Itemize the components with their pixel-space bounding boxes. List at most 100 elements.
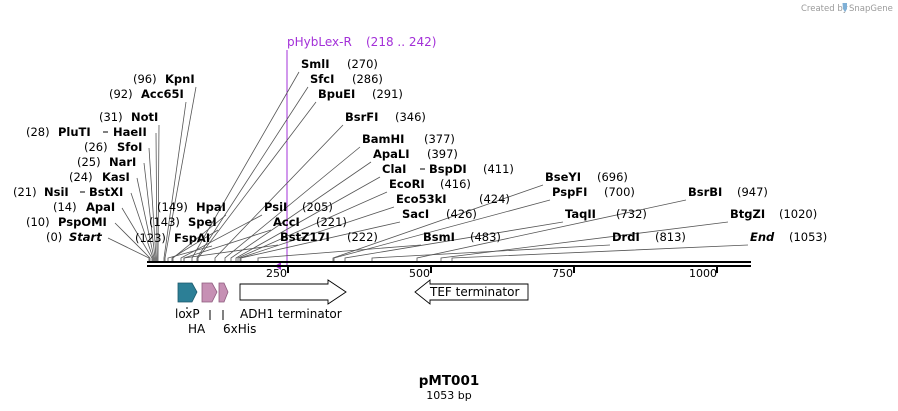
site-name-alt: HaeII bbox=[113, 125, 147, 139]
site-bsmi[interactable]: (483) BsmI bbox=[423, 230, 501, 244]
site-position: (1053) bbox=[789, 230, 827, 244]
primer-range: (218 .. 242) bbox=[366, 35, 436, 49]
site-leader-line bbox=[183, 244, 279, 262]
site-position: (92) bbox=[109, 87, 133, 101]
site-name: Acc65I bbox=[141, 87, 184, 101]
site-position: (346) bbox=[395, 110, 426, 124]
site-drdi[interactable]: (813) DrdI bbox=[612, 230, 686, 244]
site-fspai[interactable]: (123) FspAI bbox=[135, 231, 210, 245]
site-leader-line bbox=[333, 199, 551, 262]
primer-name: pHybLex-R bbox=[287, 35, 352, 49]
site-position: (377) bbox=[424, 132, 455, 146]
site-position: (483) bbox=[470, 230, 501, 244]
site-sfci[interactable]: (286) SfcI bbox=[310, 72, 383, 86]
site-position: (411) bbox=[483, 162, 514, 176]
site-leader-line bbox=[164, 86, 197, 262]
site-name: PspOMI bbox=[58, 215, 107, 229]
site-position: (424) bbox=[479, 192, 510, 206]
site-position: (14) bbox=[53, 200, 77, 214]
credit-prefix: Created by bbox=[801, 4, 848, 14]
site-position: (149) bbox=[157, 200, 188, 214]
site-spei[interactable]: (143) SpeI bbox=[149, 215, 217, 229]
site-bsrfi[interactable]: (346) BsrFI bbox=[345, 110, 426, 124]
site-saci[interactable]: (426) SacI bbox=[402, 207, 477, 221]
site-leader-line bbox=[239, 206, 395, 262]
site-psii[interactable]: (205) PsiI bbox=[264, 200, 333, 214]
site-leader-line bbox=[224, 146, 361, 262]
site-leader-line bbox=[143, 162, 156, 262]
site-apali[interactable]: (397) ApaLI bbox=[373, 147, 458, 161]
site-name: PspFI bbox=[552, 185, 587, 199]
site-btgzi[interactable]: (1020) BtgZI bbox=[730, 207, 817, 221]
site-leader-line bbox=[136, 177, 155, 262]
credit-brand: SnapGene bbox=[849, 4, 893, 14]
site-pspfi[interactable]: (700) PspFI bbox=[552, 185, 635, 199]
site-taqii[interactable]: (732) TaqII bbox=[565, 207, 647, 221]
site-leader-line bbox=[157, 124, 160, 262]
site-leader-line bbox=[107, 237, 150, 262]
ruler-tick-250: 250 bbox=[266, 267, 287, 280]
site-leader-line bbox=[114, 222, 151, 262]
site-nari[interactable]: (25) NarI bbox=[77, 155, 136, 169]
site-leader-line bbox=[197, 101, 317, 262]
site-position: (416) bbox=[440, 177, 471, 191]
site-smli[interactable]: (270) SmlI bbox=[301, 57, 378, 71]
site-name: ApaI bbox=[86, 200, 115, 214]
site-acc65i[interactable]: (92) Acc65I bbox=[109, 87, 184, 101]
site-acci[interactable]: (221) AccI bbox=[273, 215, 347, 229]
site-bsrbi[interactable]: (947) BsrBI bbox=[688, 185, 768, 199]
site-leader-line bbox=[451, 244, 749, 262]
site-name: HpaI bbox=[196, 200, 226, 214]
site-leader-line bbox=[240, 221, 401, 262]
feature-6xhis[interactable]: 6xHis bbox=[218, 282, 256, 336]
site-noti[interactable]: (31) NotI bbox=[99, 110, 158, 124]
feature-ha[interactable]: HA bbox=[188, 282, 218, 336]
site-name: TaqII bbox=[565, 207, 596, 221]
site-pspomi[interactable]: (10) PspOMI bbox=[26, 215, 107, 229]
site-bamhi[interactable]: (377) BamHI bbox=[362, 132, 455, 146]
site-position: (270) bbox=[347, 57, 378, 71]
site-kpni[interactable]: (96) KpnI bbox=[133, 72, 195, 86]
site-kasi[interactable]: (24) KasI bbox=[69, 170, 130, 184]
site-leader-line bbox=[155, 132, 158, 262]
site-start[interactable]: (0) Start bbox=[46, 230, 102, 244]
site-name: NotI bbox=[131, 110, 158, 124]
site-name: SmlI bbox=[301, 57, 330, 71]
site-ecori[interactable]: (416) EcoRI bbox=[389, 177, 471, 191]
feature-tef-terminator[interactable]: TEF terminator bbox=[414, 279, 529, 305]
site-eco53ki[interactable]: (424) Eco53kI bbox=[396, 192, 510, 206]
site-name: Eco53kI bbox=[396, 192, 447, 206]
restriction-sites: (0) Start(10) PspOMI(14) ApaI(21) NsiI BstXI(… bbox=[13, 57, 827, 245]
site-hpai[interactable]: (149) HpaI bbox=[157, 200, 226, 214]
site-position: (28) bbox=[26, 125, 50, 139]
site-name: NsiI bbox=[44, 185, 69, 199]
site-name: BtgZI bbox=[730, 207, 765, 221]
feature-6xhis-label: 6xHis bbox=[223, 322, 256, 336]
plasmid-length: 1053 bp bbox=[426, 389, 471, 402]
backbone bbox=[147, 261, 751, 267]
primer-phyblex-r[interactable]: pHybLex-R (218 .. 242) bbox=[275, 35, 436, 270]
site-bpuei[interactable]: (291) BpuEI bbox=[318, 87, 403, 101]
site-pluti[interactable]: (28) PluTI HaeII bbox=[26, 125, 147, 139]
site-nsii[interactable]: (21) NsiI BstXI bbox=[13, 185, 123, 199]
site-apai[interactable]: (14) ApaI bbox=[53, 200, 115, 214]
site-position: (732) bbox=[616, 207, 647, 221]
feature-loxp[interactable]: loxP bbox=[175, 282, 200, 321]
site-bstz17i[interactable]: (222) BstZ17I bbox=[280, 230, 378, 244]
site-position: (426) bbox=[446, 207, 477, 221]
site-leader-line bbox=[214, 124, 344, 262]
site-position: (26) bbox=[84, 140, 108, 154]
site-leader-line bbox=[257, 244, 422, 262]
site-end[interactable]: (1053) End bbox=[750, 230, 827, 244]
site-leader-line bbox=[180, 214, 263, 262]
feature-adh1-terminator[interactable]: ADH1 terminator bbox=[239, 279, 347, 321]
site-position: (947) bbox=[737, 185, 768, 199]
site-leader-line bbox=[167, 245, 213, 262]
site-bseyi[interactable]: (696) BseYI bbox=[545, 170, 628, 184]
site-leader-line bbox=[121, 207, 153, 262]
plasmid-name: pMT001 bbox=[419, 373, 480, 389]
site-position: (291) bbox=[372, 87, 403, 101]
site-sfoi[interactable]: (26) SfoI bbox=[84, 140, 142, 154]
site-clai[interactable]: (411) ClaI BspDI bbox=[382, 162, 514, 176]
